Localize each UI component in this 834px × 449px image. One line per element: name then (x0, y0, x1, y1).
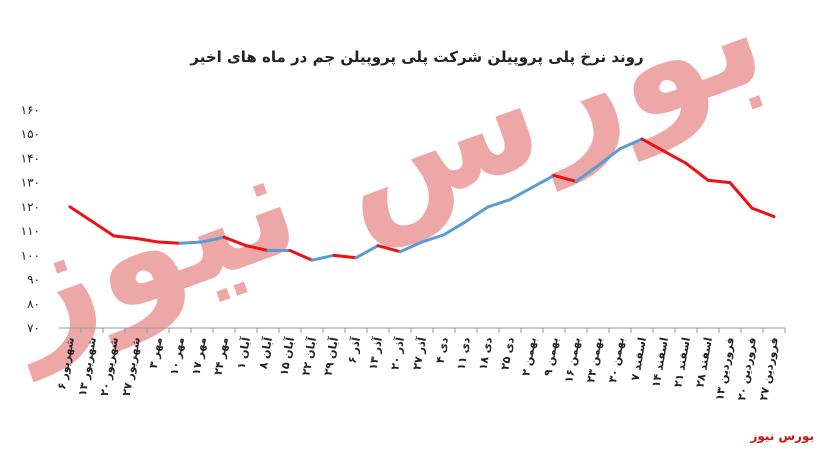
x-tick-label: ۲۲ آبان (298, 336, 319, 377)
chart-title: روند نرخ پلی پروپیلن شرکت پلی پروپیلن جم… (189, 48, 643, 67)
x-tick-label: ۴ دی (434, 336, 451, 364)
line-segment (530, 173, 556, 190)
line-segment (618, 137, 644, 151)
x-tick-label: ۱۳ فروردین (713, 336, 737, 401)
line-segment (376, 244, 402, 254)
y-tick-label: ۱۴۰ (21, 151, 40, 165)
x-tick-label: ۳ مهر (147, 336, 165, 369)
y-tick-label: ۹۰ (27, 273, 40, 287)
line-segment (464, 205, 490, 223)
line-segment (728, 181, 754, 210)
line-segment (112, 234, 138, 240)
line-segment (310, 253, 336, 262)
line-segment (288, 248, 314, 262)
x-tick-label: ۱۸ دی (476, 336, 495, 371)
line-segment (156, 240, 182, 245)
line-segment (552, 173, 578, 183)
x-tick-label: ۲۴ مهر (212, 336, 231, 376)
line-segment (706, 178, 732, 185)
x-tick-label: ۲۷ آذر (409, 336, 429, 371)
line-segment (332, 253, 358, 260)
line-segment (508, 186, 534, 202)
x-tick-label: ۱۳ آذر (365, 336, 385, 371)
line-segment (574, 164, 600, 183)
x-tick-label: ۲۵ دی (498, 336, 517, 371)
x-tick-label: ۸ آبان (256, 336, 275, 370)
x-tick-label: ۲۰ فروردین (735, 336, 759, 401)
line-segment (222, 235, 248, 248)
y-tick-label: ۱۳۰ (21, 176, 40, 190)
line-segment (398, 240, 424, 254)
line-segment (442, 219, 468, 237)
line-segment (486, 198, 512, 209)
line-segment (134, 236, 160, 244)
y-tick-label: ۷۰ (27, 321, 40, 335)
x-tick-label: ۲۳ بهمن (584, 336, 605, 383)
x-tick-label: ۱۴ اسفند (649, 336, 671, 388)
x-tick-label: ۱۱ دی (454, 336, 473, 371)
y-tick-label: ۱۶۰ (21, 103, 40, 117)
x-tick-label: ۶ آذر (345, 336, 363, 365)
line-segment (200, 235, 226, 244)
y-tick-label: ۱۵۰ (21, 127, 40, 141)
line-segment (662, 149, 688, 165)
source: بورس نیوز (749, 429, 814, 444)
x-tick-label: ۲۷ فروردین (757, 336, 781, 401)
y-tick-label: ۸۰ (27, 297, 40, 311)
x-tick-label: ۱۷ مهر (190, 336, 209, 376)
line-segment (684, 161, 710, 182)
line-segment (420, 233, 446, 244)
line-segment (750, 206, 776, 219)
x-tick-label: ۳۰ بهمن (606, 336, 627, 383)
x-tick-label: ۱۰ مهر (168, 336, 187, 376)
x-tick-label: ۲۸ اسفند (693, 336, 715, 388)
line-segment (244, 244, 270, 252)
y-tick-label: ۱۱۰ (21, 224, 40, 238)
line-segment (596, 147, 622, 168)
line-segment (640, 137, 666, 153)
x-tick-label: ۲۹ آبان (320, 336, 341, 377)
x-tick-label: ۱۵ آبان (276, 336, 297, 377)
x-tick-label: ۱۶ بهمن (562, 336, 583, 383)
x-tick-label: ۲۰ آذر (387, 336, 407, 371)
y-tick-label: ۱۰۰ (21, 248, 40, 262)
line-segment (68, 205, 94, 223)
line-segment (178, 240, 204, 245)
x-tick-label: ۹ بهمن (541, 336, 561, 377)
x-tick-label: ۱ آبان (234, 336, 253, 370)
x-tick-label: ۲ بهمن (519, 336, 539, 377)
line-segment (354, 244, 380, 260)
line-segment (90, 219, 116, 238)
x-tick-label: ۷ اسفند (629, 336, 649, 381)
x-tick-label: ۲۱ اسفند (671, 336, 693, 388)
y-tick-label: ۱۲۰ (21, 200, 40, 214)
